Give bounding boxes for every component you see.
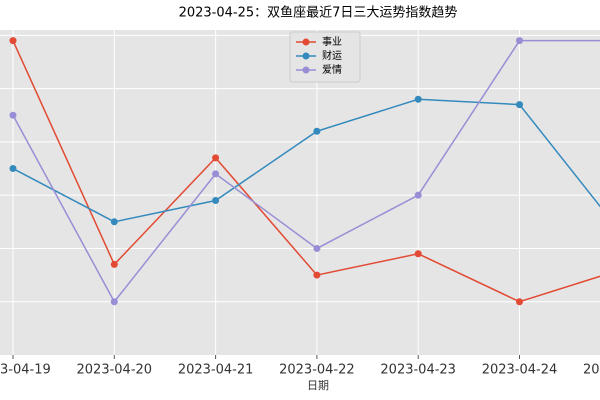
x-tick-label: 2023-04-19 <box>0 363 51 378</box>
legend-marker <box>302 38 310 46</box>
legend-marker <box>302 66 310 74</box>
x-tick-label: 2023-04-20 <box>77 363 153 378</box>
data-point <box>110 260 118 268</box>
data-point <box>516 37 523 45</box>
data-point <box>9 111 17 119</box>
data-point <box>9 165 17 173</box>
data-point <box>414 250 422 258</box>
legend-label: 财运 <box>322 49 342 62</box>
data-point <box>9 37 17 45</box>
legend-label: 爱情 <box>322 63 342 76</box>
x-tick-label: 2023-04-21 <box>178 363 254 378</box>
x-axis-label: 日期 <box>307 379 329 392</box>
data-point <box>212 170 220 178</box>
data-point <box>110 298 118 306</box>
x-tick-label: 2023-04-22 <box>279 363 355 378</box>
plot-area <box>0 30 600 355</box>
data-point <box>313 271 321 279</box>
data-point <box>516 101 523 109</box>
data-point <box>212 196 220 204</box>
legend-marker <box>302 52 310 60</box>
data-point <box>313 244 321 252</box>
data-point <box>414 95 422 103</box>
data-point <box>414 191 422 199</box>
data-point <box>516 298 523 306</box>
data-point <box>110 218 118 226</box>
legend-label: 事业 <box>322 35 342 48</box>
data-point <box>212 154 220 162</box>
data-point <box>313 127 321 135</box>
x-tick-label: 2023-04-23 <box>380 363 456 378</box>
x-tick-label: 2023-04-25 <box>583 363 600 378</box>
chart-title: 2023-04-25：双鱼座最近7日三大运势指数趋势 <box>179 5 458 21</box>
x-tick-label: 2023-04-24 <box>482 363 558 378</box>
